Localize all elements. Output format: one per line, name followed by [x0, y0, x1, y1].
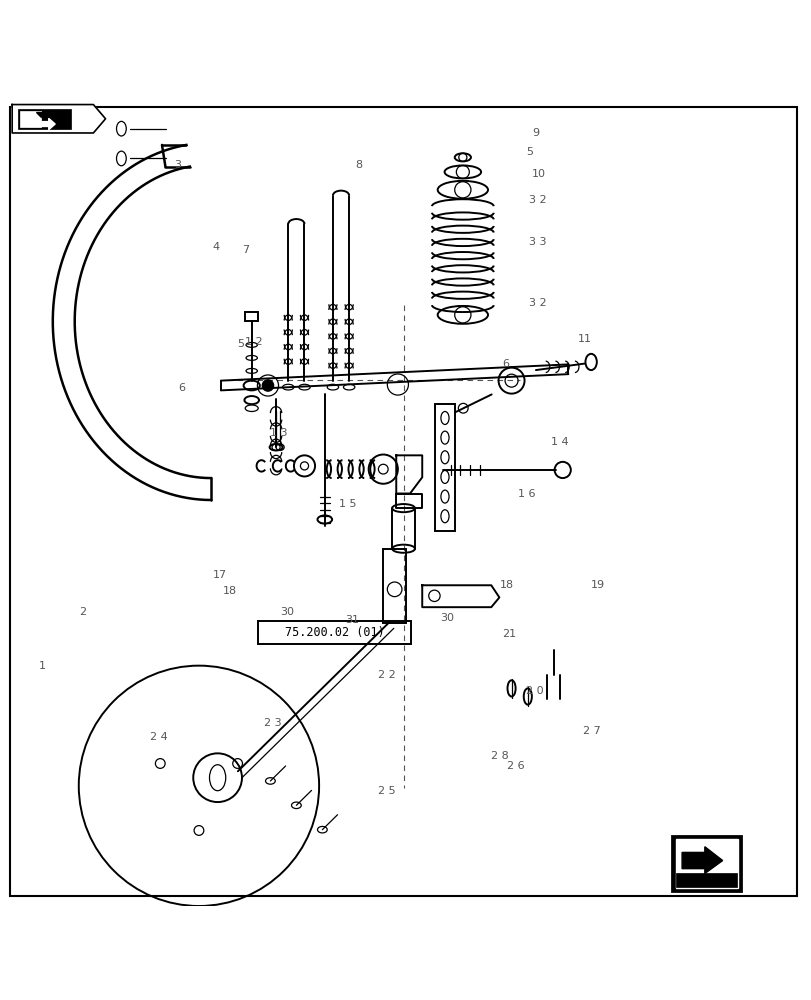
Text: 18: 18	[223, 586, 237, 596]
Text: 3 2: 3 2	[529, 298, 547, 308]
Text: 21: 21	[501, 629, 515, 639]
Text: 30: 30	[440, 613, 453, 623]
Text: 7: 7	[242, 245, 249, 255]
Bar	[20, 111, 41, 127]
Text: 8: 8	[355, 160, 363, 170]
Text: 10: 10	[531, 169, 545, 179]
Text: 1 6: 1 6	[517, 489, 535, 499]
Text: 4: 4	[212, 242, 220, 252]
Bar	[383, 549, 406, 623]
Text: 2 2: 2 2	[377, 670, 395, 680]
Bar	[675, 839, 737, 888]
Polygon shape	[12, 105, 105, 133]
Text: 19: 19	[590, 580, 604, 590]
Text: 1 2: 1 2	[245, 337, 263, 347]
Bar	[676, 873, 736, 887]
Text: 2 4: 2 4	[150, 732, 168, 742]
Text: 1 3: 1 3	[269, 428, 287, 438]
Text: 1 4: 1 4	[550, 437, 568, 447]
Text: 2 6: 2 6	[507, 761, 525, 771]
Polygon shape	[36, 112, 41, 117]
Text: 9: 9	[531, 128, 539, 138]
Text: 1: 1	[39, 661, 46, 671]
Text: 3: 3	[174, 160, 182, 170]
Text: 2 0: 2 0	[526, 686, 543, 696]
Text: 18: 18	[499, 580, 513, 590]
Polygon shape	[28, 118, 55, 130]
Text: 30: 30	[280, 607, 294, 617]
Text: 75.200.02 (01): 75.200.02 (01)	[285, 626, 384, 639]
Text: 11: 11	[577, 334, 591, 344]
Text: 31: 31	[345, 615, 358, 625]
Text: 2 7: 2 7	[582, 726, 600, 736]
Text: 2 8: 2 8	[491, 751, 508, 761]
Polygon shape	[681, 847, 722, 874]
Text: 17: 17	[212, 570, 226, 580]
Text: 1 5: 1 5	[339, 499, 357, 509]
Text: 2 3: 2 3	[264, 718, 281, 728]
Text: 6: 6	[178, 383, 186, 393]
Circle shape	[262, 380, 273, 391]
Bar	[245, 312, 258, 321]
Text: 6: 6	[501, 359, 508, 369]
Bar	[435, 404, 455, 531]
Bar	[18, 109, 71, 129]
Text: 3 3: 3 3	[529, 237, 547, 247]
Text: 5: 5	[237, 339, 244, 349]
Text: 3 2: 3 2	[529, 195, 547, 205]
Text: 2 5: 2 5	[377, 786, 395, 796]
Text: 2: 2	[79, 607, 87, 617]
Bar	[258, 621, 410, 644]
Bar	[672, 836, 740, 891]
Text: 5: 5	[526, 147, 533, 157]
